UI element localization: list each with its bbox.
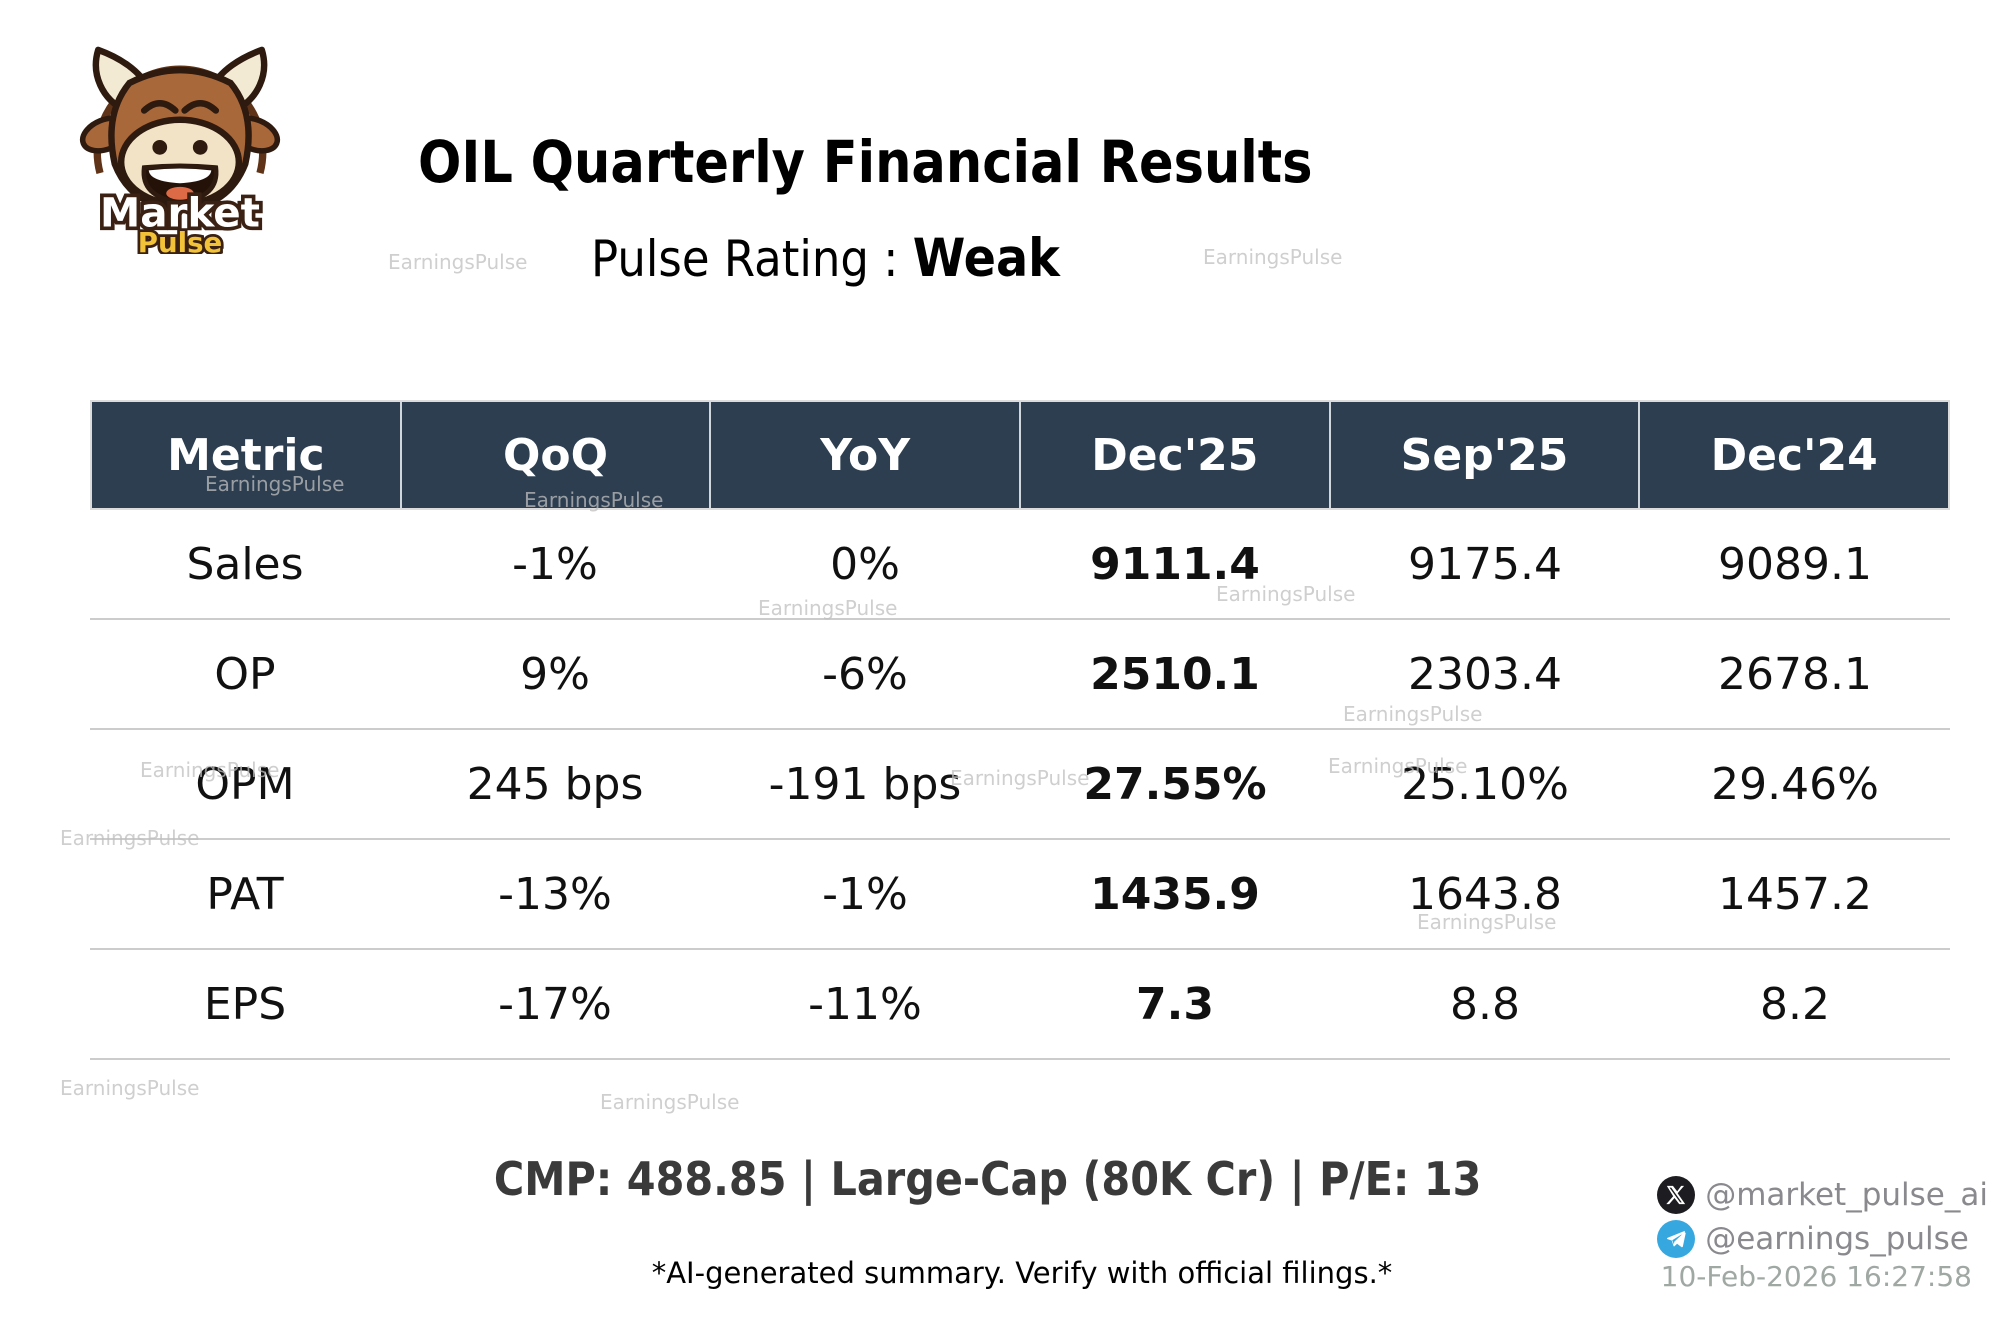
cell-value: 2510.1 [1090,648,1260,700]
table-row-op: OP 9% -6% 2510.1 2303.4 2678.1 [90,620,1950,730]
x-twitter-icon [1657,1176,1696,1214]
col-header-qoq: QoQ [402,402,712,508]
financial-results-table: Metric QoQ YoY Dec'25 Sep'25 Dec'24 Sale… [90,400,1950,1060]
pulse-rating-label: Pulse Rating : [590,230,913,288]
cell-metric: OPM [195,758,295,810]
cell-value: 7.3 [1136,978,1214,1030]
cell-value: 2303.4 [1408,648,1562,700]
cell-value: 27.55% [1083,758,1267,810]
cell-value: -1% [512,538,598,590]
earningspulse-watermark: EarningsPulse [600,1090,740,1114]
cell-value: -17% [498,978,612,1030]
col-header-yoy: YoY [711,402,1022,508]
cell-value: -191 bps [768,758,962,810]
cell-value: 1435.9 [1090,868,1260,920]
cell-value: -13% [498,868,612,920]
x-handle-text: @market_pulse_ai [1705,1177,1988,1213]
cell-value: 8.8 [1450,978,1520,1030]
disclaimer-text: *AI-generated summary. Verify with offic… [651,1256,1393,1290]
earningspulse-watermark: EarningsPulse [60,1076,200,1100]
cell-value: 9175.4 [1408,538,1562,590]
cell-value: 9111.4 [1090,538,1260,590]
cell-value: 25.10% [1401,758,1569,810]
telegram-handle-text: @earnings_pulse [1705,1221,1969,1257]
cell-value: -1% [822,868,908,920]
cell-value: -11% [808,978,922,1030]
market-pulse-logo: Market Pulse [58,26,302,262]
cell-value: -6% [822,648,908,700]
cell-value: 245 bps [466,758,644,810]
cmp-summary: CMP: 488.85 | Large-Cap (80K Cr) | P/E: … [494,1152,1482,1206]
cell-value: 2678.1 [1718,648,1872,700]
cell-metric: OP [214,648,276,700]
cell-value: 1457.2 [1718,868,1872,920]
page-title: OIL Quarterly Financial Results [417,128,1313,196]
table-row-pat: PAT -13% -1% 1435.9 1643.8 1457.2 [90,840,1950,950]
cell-value: 8.2 [1760,978,1830,1030]
timestamp: 10-Feb-2026 16:27:58 [1660,1260,1972,1293]
cell-value: 1643.8 [1408,868,1562,920]
cell-metric: PAT [206,868,284,920]
telegram-icon [1657,1220,1696,1258]
cell-value: 9% [520,648,590,700]
cell-value: 29.46% [1711,758,1879,810]
cell-metric: EPS [203,978,287,1030]
col-header-dec25: Dec'25 [1021,402,1331,508]
telegram-handle-row: @earnings_pulse [1657,1220,1969,1258]
table-row-sales: Sales -1% 0% 9111.4 9175.4 9089.1 [90,510,1950,620]
social-handles: @market_pulse_ai @earnings_pulse [1657,1176,1988,1258]
table-row-opm: OPM 245 bps -191 bps 27.55% 25.10% 29.46% [90,730,1950,840]
logo-text-market: Market [100,188,260,236]
pulse-rating: Pulse Rating : Weak [0,228,1650,289]
col-header-sep25: Sep'25 [1331,402,1641,508]
cell-value: 0% [830,538,900,590]
col-header-metric: Metric [92,402,402,508]
table-row-eps: EPS -17% -11% 7.3 8.8 8.2 [90,950,1950,1060]
table-header-row: Metric QoQ YoY Dec'25 Sep'25 Dec'24 [90,400,1950,510]
table-body: Sales -1% 0% 9111.4 9175.4 9089.1 OP 9% -6% 2510.… [90,510,1950,1060]
pulse-rating-value: Weak [912,228,1060,289]
cell-metric: Sales [186,538,304,590]
col-header-dec24: Dec'24 [1710,429,1878,481]
bull-mascot-icon: Market Pulse [79,46,281,262]
x-handle-row: @market_pulse_ai [1657,1176,1988,1214]
cell-value: 9089.1 [1718,538,1872,590]
